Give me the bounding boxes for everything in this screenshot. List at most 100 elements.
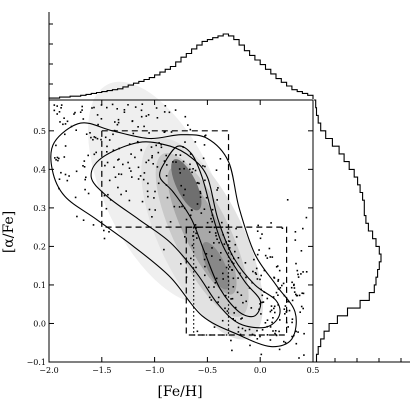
scatter-point (118, 158, 120, 160)
scatter-point (131, 176, 133, 178)
scatter-point (293, 287, 296, 289)
contour-inner (159, 145, 262, 318)
scatter-point (293, 291, 296, 293)
scatter-point (211, 247, 213, 249)
scatter-point (108, 179, 111, 182)
scatter-point (132, 132, 135, 135)
scatter-point (261, 301, 263, 304)
scatter-point (154, 190, 156, 193)
scatter-point (245, 300, 247, 303)
scatter-point (266, 319, 269, 321)
y-tick-label: 0.0 (33, 319, 46, 328)
scatter-point (64, 133, 66, 136)
scatter-point (100, 138, 102, 141)
scatter-point (148, 132, 150, 134)
scatter-point (253, 258, 255, 261)
scatter-point (210, 299, 213, 301)
top-histogram-step (48, 33, 314, 99)
scatter-point (218, 241, 220, 244)
right-histogram-step (314, 99, 382, 363)
scatter-point (295, 330, 297, 333)
scatter-point (122, 163, 124, 166)
scatter-point (89, 132, 91, 134)
scatter-point (82, 118, 85, 120)
scatter-point (295, 294, 298, 297)
scatter-point (214, 282, 217, 284)
scatter-point (108, 139, 111, 141)
scatter-point (199, 190, 202, 193)
scatter-point (300, 273, 302, 275)
scatter-point (170, 131, 173, 133)
scatter-point (284, 313, 286, 315)
scatter-point (207, 286, 210, 289)
scatter-point (156, 117, 159, 119)
scatter-point (271, 256, 274, 258)
scatter-point (64, 123, 67, 125)
scatter-point (84, 188, 86, 191)
scatter-point (63, 156, 66, 158)
scatter-point (163, 160, 166, 162)
scatter-point (228, 247, 231, 249)
scatter-point (221, 319, 224, 322)
scatter-point (252, 270, 254, 273)
scatter-point (181, 205, 183, 208)
scatter-point (287, 326, 289, 328)
scatter-point (214, 232, 217, 234)
scatter-point (249, 344, 251, 347)
scatter-point (192, 168, 194, 170)
scatter-point (189, 163, 191, 166)
scatter-point (275, 266, 278, 268)
scatter-point (300, 250, 303, 252)
scatter-point (155, 144, 157, 147)
density-blob (171, 159, 202, 211)
scatter-point (224, 307, 226, 310)
scatter-point (127, 104, 129, 106)
scatter-point (106, 145, 108, 148)
scatter-point (163, 131, 166, 133)
scatter-point (225, 266, 228, 269)
scatter-point (105, 207, 108, 210)
scatter-point (266, 257, 269, 259)
scatter-point (254, 272, 257, 274)
scatter-point (259, 237, 262, 240)
scatter-point (233, 312, 235, 314)
scatter-point (273, 305, 276, 308)
scatter-point (305, 271, 308, 273)
scatter-point (266, 297, 269, 300)
scatter-point (215, 234, 217, 237)
scatter-point (79, 111, 82, 113)
scatter-point (204, 135, 206, 137)
scatter-point (192, 235, 194, 237)
scatter-point (85, 176, 87, 179)
scatter-point (148, 208, 151, 211)
y-tick-label: 0.1 (33, 281, 46, 290)
scatter-point (92, 138, 94, 141)
scatter-point (184, 236, 186, 238)
scatter-point (217, 187, 219, 189)
scatter-point (228, 266, 231, 268)
scatter-point (94, 136, 97, 139)
scatter-point (202, 157, 205, 160)
scatter-point (261, 294, 264, 297)
scatter-point (293, 284, 295, 287)
scatter-point (215, 277, 218, 280)
scatter-point (165, 175, 168, 177)
scatter-point (219, 259, 221, 261)
scatter-point (276, 265, 279, 267)
scatter-point (56, 156, 59, 159)
scatter-point (272, 330, 274, 332)
scatter-point (216, 189, 218, 191)
scatter-point (103, 194, 106, 197)
scatter-point (295, 342, 298, 345)
scatter-point (128, 199, 131, 202)
scatter-point (58, 157, 60, 160)
scatter-point (235, 227, 237, 230)
scatter-point (189, 168, 191, 171)
scatter-point (96, 137, 99, 140)
scatter-point (174, 109, 177, 111)
scatter-point (117, 159, 119, 161)
scatter-point (256, 338, 259, 340)
scatter-point (141, 200, 144, 203)
scatter-point (250, 307, 253, 309)
scatter-point (255, 267, 258, 270)
